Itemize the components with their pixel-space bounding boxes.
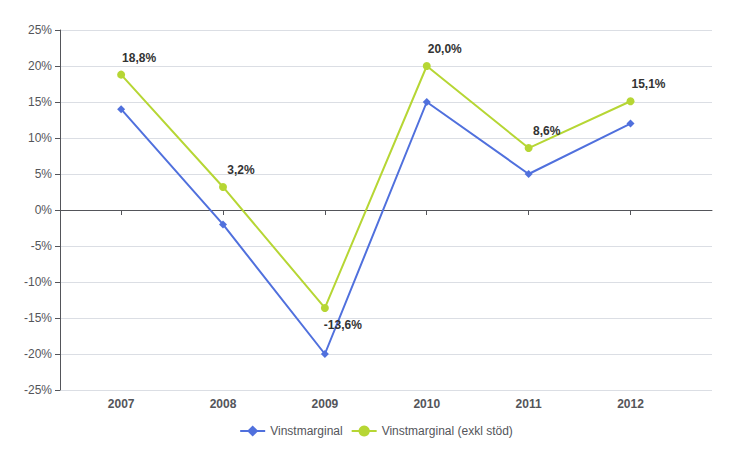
svg-text:15,1%: 15,1%: [631, 77, 665, 91]
svg-text:2007: 2007: [108, 397, 135, 411]
svg-text:-13,6%: -13,6%: [324, 318, 362, 332]
svg-text:15%: 15%: [28, 95, 52, 109]
svg-text:20%: 20%: [28, 59, 52, 73]
svg-text:0%: 0%: [35, 203, 53, 217]
svg-text:2011: 2011: [516, 397, 542, 411]
svg-text:3,2%: 3,2%: [227, 163, 255, 177]
svg-text:10%: 10%: [28, 131, 52, 145]
svg-text:2008: 2008: [210, 397, 237, 411]
svg-text:Vinstmarginal (exkl stöd): Vinstmarginal (exkl stöd): [382, 424, 513, 438]
svg-text:18,8%: 18,8%: [122, 51, 156, 65]
svg-text:-25%: -25%: [24, 383, 52, 397]
svg-text:-10%: -10%: [24, 275, 52, 289]
svg-text:2009: 2009: [312, 397, 339, 411]
svg-text:Vinstmarginal: Vinstmarginal: [270, 424, 342, 438]
svg-text:-20%: -20%: [24, 347, 52, 361]
svg-text:-5%: -5%: [31, 239, 53, 253]
svg-text:2012: 2012: [617, 397, 644, 411]
svg-text:-15%: -15%: [24, 311, 52, 325]
svg-text:2010: 2010: [413, 397, 440, 411]
svg-text:25%: 25%: [28, 23, 52, 37]
svg-text:5%: 5%: [35, 167, 53, 181]
svg-text:20,0%: 20,0%: [428, 42, 462, 56]
svg-text:8,6%: 8,6%: [533, 124, 561, 138]
